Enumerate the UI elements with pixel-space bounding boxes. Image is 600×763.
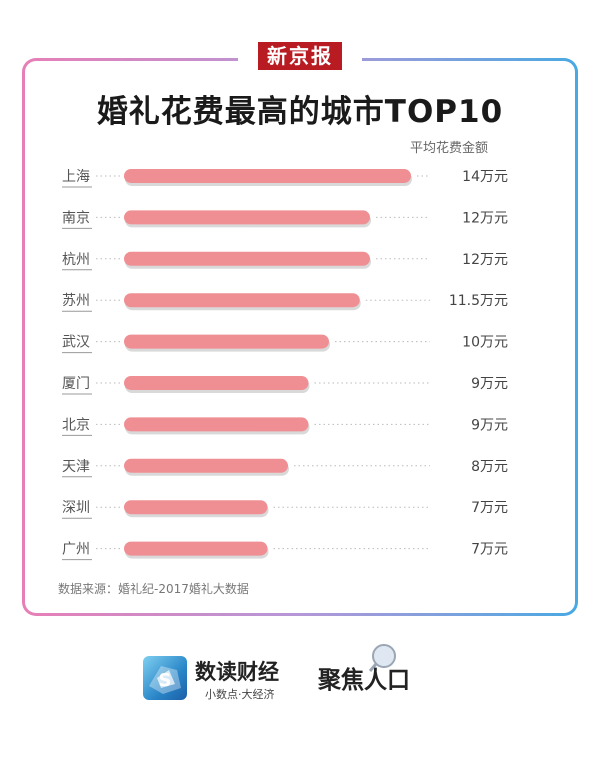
- seal-logo: 聚焦人口: [317, 636, 414, 716]
- value-label: 9万元: [471, 376, 508, 392]
- brand-slogan: 小数点·大经济: [205, 688, 275, 701]
- bar: [124, 210, 370, 225]
- value-label: 9万元: [471, 417, 508, 433]
- value-label: 12万元: [462, 252, 508, 268]
- brand-icon: S: [143, 656, 187, 700]
- bar: [124, 293, 360, 308]
- category-label: 杭州: [62, 252, 90, 268]
- metric-label: 平均花费金额: [410, 141, 489, 156]
- value-label: 11.5万元: [449, 293, 508, 309]
- category-label: 南京: [62, 210, 90, 226]
- category-label: 广州: [62, 542, 90, 558]
- category-label: 苏州: [62, 293, 90, 309]
- category-label: 厦门: [62, 376, 90, 392]
- chart-title: 婚礼花费最高的城市TOP10: [96, 94, 504, 130]
- value-label: 14万元: [462, 169, 508, 185]
- bar: [124, 251, 370, 266]
- value-label: 10万元: [462, 335, 508, 351]
- data-source: 数据来源：婚礼纪-2017婚礼大数据: [58, 582, 249, 596]
- masthead-logo: 新京报: [258, 42, 342, 70]
- brand-name: 数读财经: [195, 660, 279, 684]
- category-label: 深圳: [62, 500, 90, 516]
- masthead: 新京报: [238, 40, 362, 72]
- bar: [124, 169, 411, 183]
- category-label: 天津: [62, 459, 90, 475]
- value-label: 7万元: [471, 542, 508, 558]
- bar: [124, 334, 329, 349]
- seal-char-1: 聚焦人口: [318, 665, 410, 694]
- bar: [124, 376, 309, 390]
- bar: [124, 458, 288, 473]
- value-label: 12万元: [462, 210, 508, 226]
- bar: [124, 541, 268, 556]
- category-label: 武汉: [62, 335, 90, 351]
- bar: [124, 500, 268, 515]
- magnifier-icon: [372, 644, 396, 668]
- category-label: 北京: [62, 417, 90, 433]
- value-label: 7万元: [471, 500, 508, 516]
- category-label: 上海: [62, 169, 90, 185]
- brand-logo: S 数读财经 小数点·大经济: [143, 652, 303, 706]
- svg-text:S: S: [159, 670, 172, 691]
- bar: [124, 417, 309, 432]
- value-label: 8万元: [471, 459, 508, 475]
